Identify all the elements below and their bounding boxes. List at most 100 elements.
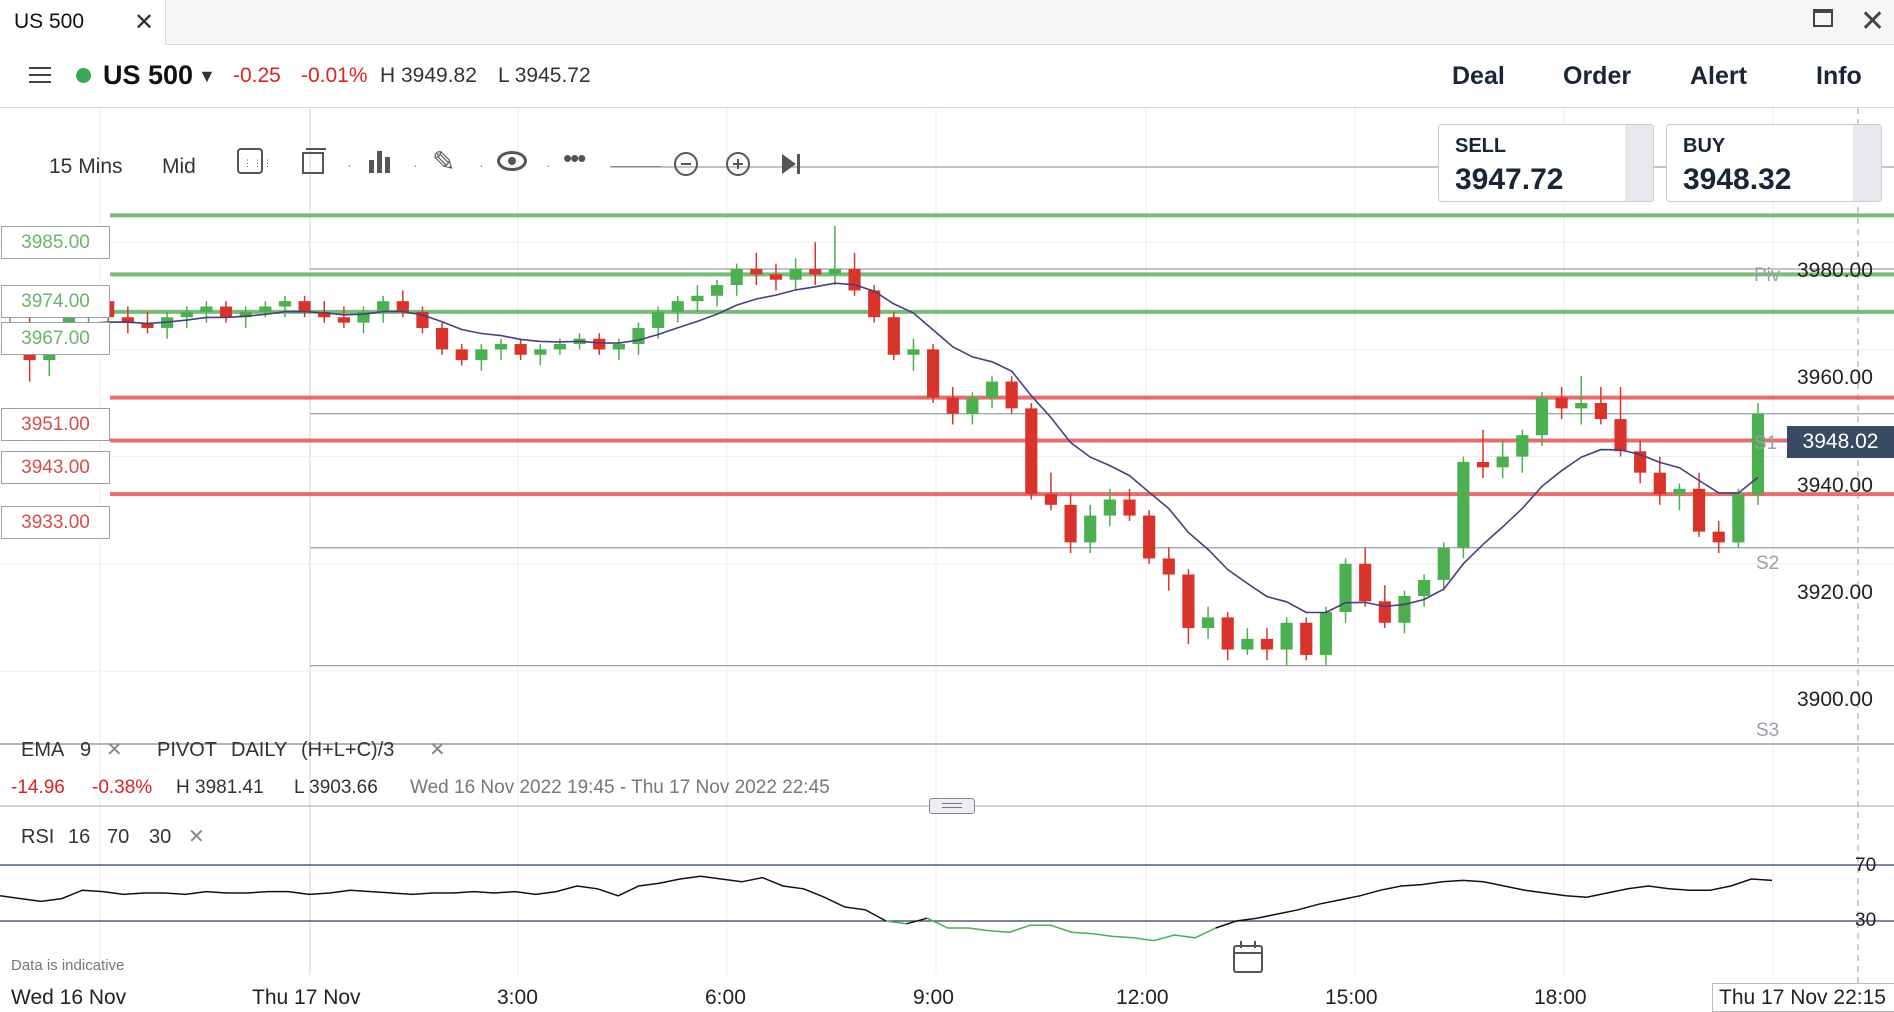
instrument-header — [0, 45, 1894, 108]
interval-selector[interactable]: 15 Mins — [49, 155, 123, 178]
candle-body — [121, 317, 134, 323]
candle-body — [1044, 494, 1058, 505]
chevron-down-icon[interactable]: ▼ — [198, 66, 216, 86]
instrument-name[interactable]: US 500 — [103, 60, 194, 90]
nav-deal[interactable]: Deal — [1452, 62, 1505, 90]
y-tick-label: 3980.00 — [1797, 259, 1873, 282]
candle-body — [868, 290, 881, 318]
separator-dot: · — [413, 157, 418, 173]
level-label-3933[interactable]: 3933.00 — [1, 506, 110, 539]
candle-body — [1339, 563, 1352, 613]
level-label-3985[interactable]: 3985.00 — [1, 226, 110, 259]
draw-icon[interactable]: ✎ — [432, 146, 456, 177]
nav-order[interactable]: Order — [1563, 62, 1632, 90]
sell-button[interactable]: SELL 3947.72 — [1438, 124, 1654, 202]
summary-range: Wed 16 Nov 2022 19:45 - Thu 17 Nov 2022 … — [410, 777, 830, 798]
nav-info[interactable]: Info — [1816, 62, 1862, 90]
buy-button[interactable]: BUY 3948.32 — [1666, 124, 1882, 202]
indicators-icon[interactable] — [367, 148, 395, 174]
candle-body — [1260, 638, 1274, 650]
summary-change: -14.96 — [11, 777, 65, 798]
candle-body — [1418, 579, 1431, 596]
level-label-3967[interactable]: 3967.00 — [1, 322, 110, 355]
rsi-line — [1215, 878, 1773, 929]
hamburger-icon[interactable] — [22, 60, 58, 90]
ema-label[interactable]: EMA — [21, 739, 65, 761]
candle-body — [887, 317, 900, 355]
rsi-label[interactable]: RSI — [21, 826, 55, 848]
candle-body — [553, 344, 567, 350]
ema-period[interactable]: 9 — [80, 739, 92, 761]
calendar-icon[interactable] — [1233, 941, 1263, 973]
rsi-line — [885, 920, 907, 925]
candle-body — [1732, 494, 1745, 543]
candle-body — [1359, 563, 1372, 602]
rsi-lower[interactable]: 30 — [149, 826, 172, 848]
panel-resize-handle[interactable] — [929, 798, 975, 814]
visibility-icon[interactable] — [497, 151, 527, 171]
candle-body — [1673, 488, 1686, 495]
candle-body — [1535, 397, 1549, 436]
current-price-tag: 3948.02 — [1787, 426, 1894, 458]
candle-body — [612, 344, 625, 350]
candle-body — [534, 349, 547, 355]
toolbar-divider — [611, 166, 661, 167]
calendar-grid-icon[interactable]: ⋮⋮⋮ — [237, 148, 272, 174]
summary-high: H 3981.41 — [176, 777, 264, 798]
pivot-label[interactable]: PIVOT — [157, 739, 218, 761]
pivot-period[interactable]: DAILY — [231, 739, 288, 761]
candle-body — [1241, 638, 1254, 650]
candle-body — [298, 301, 311, 312]
chart-type-icon[interactable] — [300, 148, 327, 176]
candle-body — [1201, 617, 1215, 629]
y-tick-label: 3920.00 — [1797, 581, 1873, 604]
rsi-line — [0, 875, 887, 922]
more-icon[interactable]: ••• — [563, 143, 586, 173]
candle-body — [1457, 461, 1470, 548]
candle-body — [985, 381, 999, 398]
rsi-upper[interactable]: 70 — [107, 826, 130, 848]
maximize-icon[interactable] — [1813, 9, 1833, 27]
level-label-3974[interactable]: 3974.00 — [1, 285, 110, 318]
candle-body — [769, 274, 783, 280]
separator-dot: · — [479, 157, 484, 173]
chart-grid — [0, 108, 1894, 1012]
candle-body — [652, 311, 665, 328]
candle-body — [1025, 408, 1038, 495]
candle-body — [1143, 515, 1156, 559]
level-label-3943[interactable]: 3943.00 — [1, 451, 110, 484]
pivot-formula[interactable]: (H+L+C)/3 — [301, 739, 395, 761]
jump-to-end-icon[interactable] — [780, 152, 804, 176]
close-icon[interactable]: ✕ — [1860, 5, 1886, 38]
rsi-period[interactable]: 16 — [68, 826, 91, 848]
candle-body — [927, 349, 940, 398]
level-label-3951[interactable]: 3951.00 — [1, 408, 110, 441]
header-high: H 3949.82 — [380, 64, 477, 87]
remove-pivot-icon[interactable]: ✕ — [429, 739, 446, 761]
x-tick-label: 18:00 — [1534, 986, 1587, 1009]
candle-body — [1751, 413, 1765, 495]
candle-body — [1692, 488, 1706, 532]
remove-ema-icon[interactable]: ✕ — [106, 739, 123, 761]
header-low: L 3945.72 — [498, 64, 591, 87]
zoom-in-icon[interactable] — [726, 152, 750, 176]
crosshair-date: Thu 17 Nov 22:15 — [1719, 986, 1886, 1009]
candle-body — [671, 301, 684, 312]
candle-body — [318, 311, 331, 318]
candle-body — [1221, 617, 1234, 650]
zoom-out-icon[interactable] — [674, 152, 698, 176]
candle-body — [1182, 574, 1195, 629]
chart-levels — [110, 213, 1894, 667]
nav-alert[interactable]: Alert — [1690, 62, 1747, 90]
candle-body — [1712, 531, 1725, 543]
candle-body — [1103, 499, 1116, 516]
candle-body — [691, 295, 704, 302]
candle-body — [1575, 403, 1588, 409]
candle-body — [1634, 451, 1647, 473]
close-icon[interactable]: ✕ — [134, 9, 155, 36]
tab-us500[interactable]: US 500 ✕ — [0, 0, 166, 45]
price-type-selector[interactable]: Mid — [162, 155, 196, 178]
candle-body — [1084, 515, 1097, 543]
remove-rsi-icon[interactable]: ✕ — [188, 826, 205, 848]
candle-body — [200, 306, 213, 312]
